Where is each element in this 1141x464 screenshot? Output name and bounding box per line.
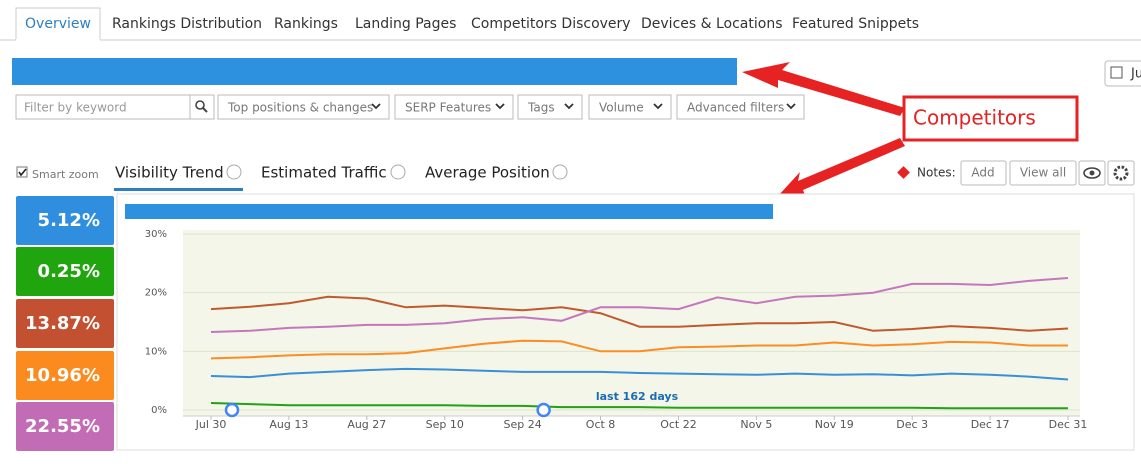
x-tick-label: Aug 13: [269, 418, 308, 431]
active-tab-gap: [16, 39, 100, 42]
x-tick-label: Oct 8: [586, 418, 616, 431]
chart-tab-underline: [114, 188, 243, 191]
tab[interactable]: Landing Pages: [355, 16, 456, 32]
dropdown[interactable]: [217, 94, 390, 120]
x-tick-label: Jul 30: [195, 418, 227, 431]
x-tick-label: Aug 27: [347, 418, 386, 431]
series-line: [210, 367, 1069, 381]
tab[interactable]: Rankings: [274, 16, 338, 32]
dropdown[interactable]: [517, 94, 583, 120]
chart-layer: 0% 10% 20% 30% Jul 30 Aug 13 Aug 27 Sep 10 Sep 2…: [145, 229, 1088, 431]
dropdown[interactable]: [394, 94, 514, 120]
notes-diamond: [897, 166, 910, 179]
dropdown[interactable]: [676, 94, 805, 120]
summary-box: [16, 402, 114, 451]
callout-box: [902, 95, 1079, 142]
checkbox[interactable]: [16, 166, 28, 178]
dropdown-caret: [564, 103, 574, 110]
dropdowns: Top positions & changes SERP Features Tags…: [217, 94, 805, 120]
dropdown-label: Advanced filters: [687, 101, 784, 115]
chart-annotation: last 162 days: [596, 390, 679, 403]
dropdown-caret: [653, 103, 663, 110]
summary-value: 10.96%: [25, 365, 100, 386]
google-update-icon: [536, 402, 551, 418]
keyword-placeholder: Filter by keyword: [24, 101, 127, 115]
chart-tab[interactable]: Average Position: [425, 164, 550, 182]
x-tick-label: Sep 10: [426, 418, 464, 431]
dropdown-label: Top positions & changes: [227, 101, 373, 115]
settings-button[interactable]: [1107, 160, 1135, 186]
dropdown-label: SERP Features: [405, 101, 491, 115]
arrow: [778, 138, 905, 198]
x-tick-label: Nov 5: [740, 418, 772, 431]
y-tick-label: 30%: [145, 229, 167, 240]
series-line: [210, 277, 1069, 333]
x-tick-label: Sep 24: [504, 418, 542, 431]
checkmark: [18, 168, 27, 177]
view-all-button[interactable]: [1009, 160, 1077, 186]
x-tick-label: Dec 3: [896, 418, 928, 431]
tab[interactable]: Overview: [25, 16, 91, 32]
chart-tab[interactable]: Estimated Traffic: [261, 164, 387, 182]
y-tick-label: 20%: [145, 288, 167, 299]
view-all-text: View all: [1020, 166, 1066, 180]
notes-label: Notes:: [917, 166, 956, 180]
tab[interactable]: Competitors Discovery: [471, 16, 631, 32]
date-text: Ju: [1130, 67, 1141, 82]
info-icon[interactable]: [226, 164, 242, 180]
gear-icon: [1113, 165, 1129, 181]
dropdown-caret: [786, 103, 796, 110]
tab[interactable]: Rankings Distribution: [112, 16, 262, 32]
callout-text: Competitors: [913, 106, 1036, 130]
dropdown-caret: [495, 103, 505, 110]
info-icon[interactable]: [552, 164, 568, 180]
x-tick-label: Oct 22: [660, 418, 697, 431]
summary-box: [16, 247, 114, 296]
summary: 5.12% 0.25% 13.87% 10.96% 22.55%: [16, 196, 114, 451]
add-button[interactable]: [960, 160, 1007, 186]
chart-tab[interactable]: Visibility Trend: [115, 164, 224, 182]
redacted-bar: [12, 58, 737, 85]
eye-pupil: [1089, 170, 1095, 176]
x-tick-label: Nov 19: [815, 418, 854, 431]
google-update-icon: [224, 402, 240, 418]
summary-value: 13.87%: [25, 313, 100, 334]
y-tick-label: 0%: [151, 405, 167, 416]
summary-value: 22.55%: [25, 416, 100, 437]
eye-icon: [1083, 167, 1101, 179]
smart-zoom-label: Smart zoom: [32, 168, 99, 181]
summary-value: 0.25%: [38, 261, 100, 282]
series-line: [210, 339, 1068, 360]
dropdown-caret: [371, 103, 381, 110]
series-line: [210, 295, 1069, 332]
tab[interactable]: Featured Snippets: [792, 16, 919, 32]
summary-box: [16, 351, 114, 400]
active-tab-box: [15, 7, 101, 40]
search-icon: [195, 100, 205, 110]
dropdown-label: Volume: [599, 101, 644, 115]
summary-box: [16, 196, 114, 245]
x-tick-label: Dec 31: [1049, 418, 1088, 431]
series-line: [210, 402, 1068, 410]
calendar-icon: [1110, 66, 1123, 79]
tab[interactable]: Devices & Locations: [641, 16, 783, 32]
redacted-bar: [125, 204, 773, 219]
summary-value: 5.12%: [38, 210, 100, 231]
dropdown-label: Tags: [527, 101, 555, 115]
search-button[interactable]: [189, 94, 215, 120]
summary-box: [16, 299, 114, 348]
y-tick-label: 10%: [145, 346, 167, 357]
search-icon-handle: [202, 107, 208, 113]
x-tick-label: Dec 17: [971, 418, 1010, 431]
info-icon[interactable]: [390, 164, 406, 180]
add-button-text: Add: [971, 166, 994, 180]
arrow: [742, 62, 905, 116]
